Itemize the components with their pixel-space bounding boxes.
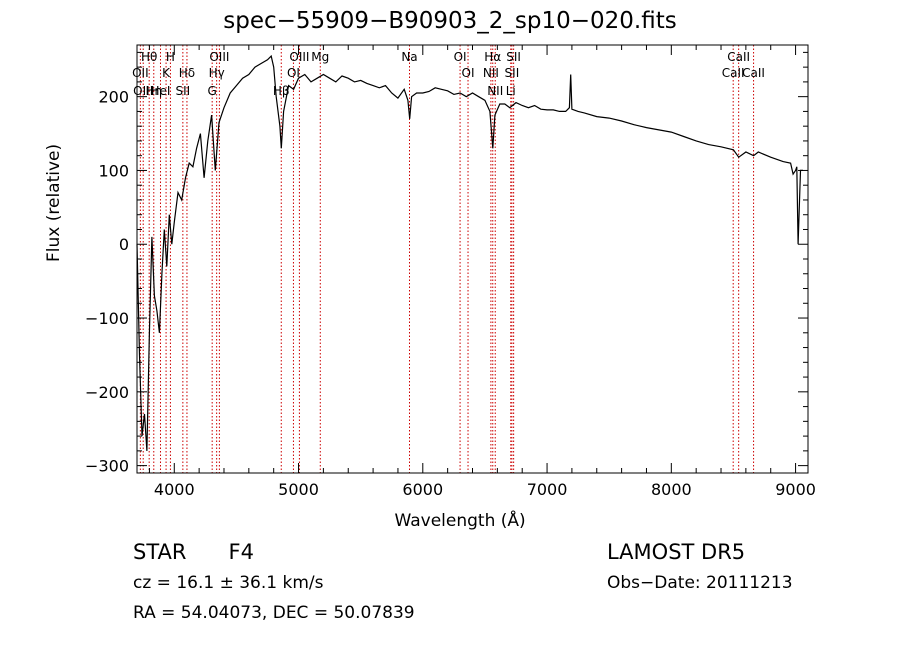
line-label: OI — [287, 66, 300, 80]
survey-name: LAMOST DR5 — [607, 540, 746, 564]
observation-date: Obs−Date: 20111213 — [607, 573, 793, 593]
y-tick-label: −100 — [85, 309, 129, 328]
y-axis-label: Flux (relative) — [44, 143, 64, 262]
chart-title: spec−55909−B90903_2_sp10−020.fits — [223, 8, 677, 34]
plot-frame — [136, 44, 809, 474]
line-label: Hδ — [179, 66, 195, 80]
object-subclass: F4 — [228, 540, 254, 564]
line-label: OIII — [209, 50, 229, 64]
line-label: OI — [462, 66, 475, 80]
axis-ticks: 4000 5000 6000 7000 8000 9000 −300 −200 −100 0 100… — [85, 45, 816, 499]
line-label: Hη — [145, 84, 162, 98]
x-tick-label: 9000 — [775, 480, 816, 499]
line-label: NII — [483, 66, 499, 80]
line-label: OI — [454, 50, 467, 64]
x-tick-label: 8000 — [651, 480, 692, 499]
line-label: OII — [132, 66, 149, 80]
object-class: STAR — [133, 540, 187, 564]
line-label: CaII — [727, 50, 750, 64]
y-tick-label: −200 — [85, 383, 129, 402]
spectrum-line — [136, 54, 803, 451]
object-classification: STAR F4 — [133, 540, 254, 564]
line-label: Li — [506, 84, 516, 98]
ra-dec-coordinates: RA = 54.04073, DEC = 50.07839 — [133, 603, 415, 623]
x-tick-label: 6000 — [402, 480, 443, 499]
y-tick-label: 200 — [98, 88, 129, 107]
line-label: Na — [401, 50, 417, 64]
line-label: Hα — [484, 50, 501, 64]
y-tick-label: 100 — [98, 161, 129, 180]
line-label: SII — [505, 66, 520, 80]
line-label: Mg — [311, 50, 329, 64]
line-label: SII — [176, 84, 191, 98]
x-axis-label: Wavelength (Å) — [394, 511, 526, 531]
line-label: G — [208, 84, 217, 98]
line-label: Hγ — [209, 66, 225, 80]
line-label: OIII — [133, 84, 153, 98]
x-tick-label: 5000 — [278, 480, 319, 499]
line-label: SII — [506, 50, 521, 64]
line-label: OIII — [289, 50, 309, 64]
line-label: H — [166, 50, 175, 64]
line-label: CaII — [742, 66, 765, 80]
x-tick-label: 4000 — [154, 480, 195, 499]
line-label: CaII — [722, 66, 745, 80]
line-label: K — [162, 66, 171, 80]
x-tick-label: 7000 — [527, 480, 568, 499]
y-tick-label: −300 — [85, 457, 129, 476]
spectral-line-markers — [139, 45, 755, 473]
redshift-cz: cz = 16.1 ± 36.1 km/s — [133, 573, 324, 593]
series-layer — [136, 54, 803, 451]
line-label: Hθ — [141, 50, 157, 64]
line-label: HeI — [151, 84, 171, 98]
line-label: NII — [487, 84, 503, 98]
y-tick-label: 0 — [119, 235, 129, 254]
line-label: Hβ — [273, 84, 290, 98]
